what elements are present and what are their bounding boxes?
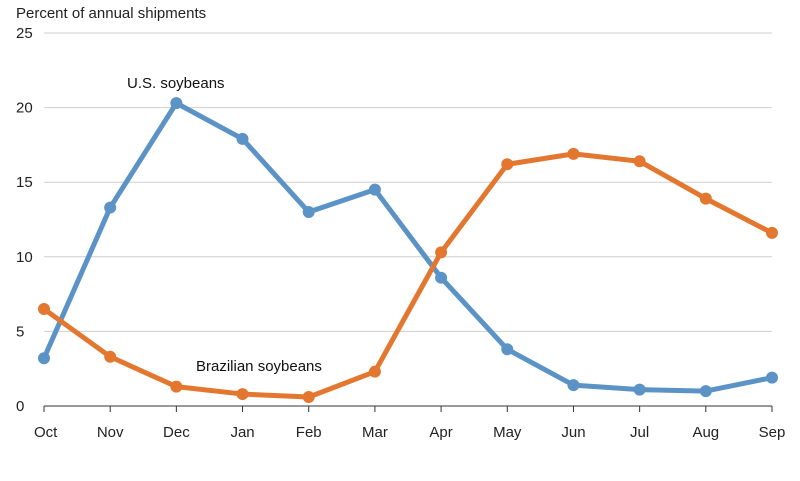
x-tick-label: Oct [34,424,58,441]
data-point-u-s-soybeans [368,183,381,196]
data-point-u-s-soybeans [104,201,117,214]
y-tick-label: 20 [16,100,33,117]
data-point-brazilian-soybeans [368,365,381,378]
y-tick-label: 15 [16,174,33,191]
data-point-brazilian-soybeans [699,192,712,205]
y-tick-label: 0 [16,398,24,415]
data-point-brazilian-soybeans [104,350,117,363]
data-point-u-s-soybeans [699,385,712,398]
data-point-brazilian-soybeans [501,158,514,171]
data-point-u-s-soybeans [435,271,448,284]
x-tick-label: Feb [296,424,322,441]
x-tick-label: Apr [429,424,452,441]
grid-layer [44,32,772,407]
y-tick-label: 25 [16,25,33,42]
data-point-u-s-soybeans [567,379,580,392]
x-tick-label: May [493,424,522,441]
data-point-brazilian-soybeans [38,303,50,316]
data-point-brazilian-soybeans [435,246,448,259]
y-tick-label: 10 [16,249,33,266]
data-point-u-s-soybeans [170,97,183,110]
x-tick-label: Aug [692,424,719,441]
data-point-brazilian-soybeans [633,155,646,168]
x-tick-label: Sep [759,424,786,441]
data-point-u-s-soybeans [236,132,249,145]
data-point-brazilian-soybeans [170,380,183,393]
data-point-u-s-soybeans [633,383,646,396]
data-point-u-s-soybeans [501,343,514,356]
x-tick-label: Jan [230,424,254,441]
series-label-us-soybeans: U.S. soybeans [127,75,225,92]
tick-layer: 0 5 10 15 20 25 Oct Nov Dec Jan Feb Mar Apr May Jun Jul… [16,25,785,441]
series-line-u-s-soybeans [41,100,775,394]
data-point-u-s-soybeans [302,206,315,219]
series-label-brazilian-soybeans: Brazilian soybeans [196,358,322,375]
data-point-u-s-soybeans [38,352,50,365]
data-point-brazilian-soybeans [766,226,778,239]
data-point-brazilian-soybeans [567,147,580,160]
x-tick-label: Nov [97,424,124,441]
y-tick-label: 5 [16,323,24,340]
x-tick-label: Dec [163,424,190,441]
data-point-u-s-soybeans [766,371,778,384]
x-tick-label: Jul [630,424,649,441]
x-tick-label: Mar [362,424,388,441]
series-line-brazilian-soybeans [41,151,775,400]
series-layer [38,97,778,404]
x-tick-label: Jun [561,424,585,441]
data-point-brazilian-soybeans [302,391,315,404]
data-point-brazilian-soybeans [236,388,249,401]
y-axis-label: Percent of annual shipments [16,5,206,22]
